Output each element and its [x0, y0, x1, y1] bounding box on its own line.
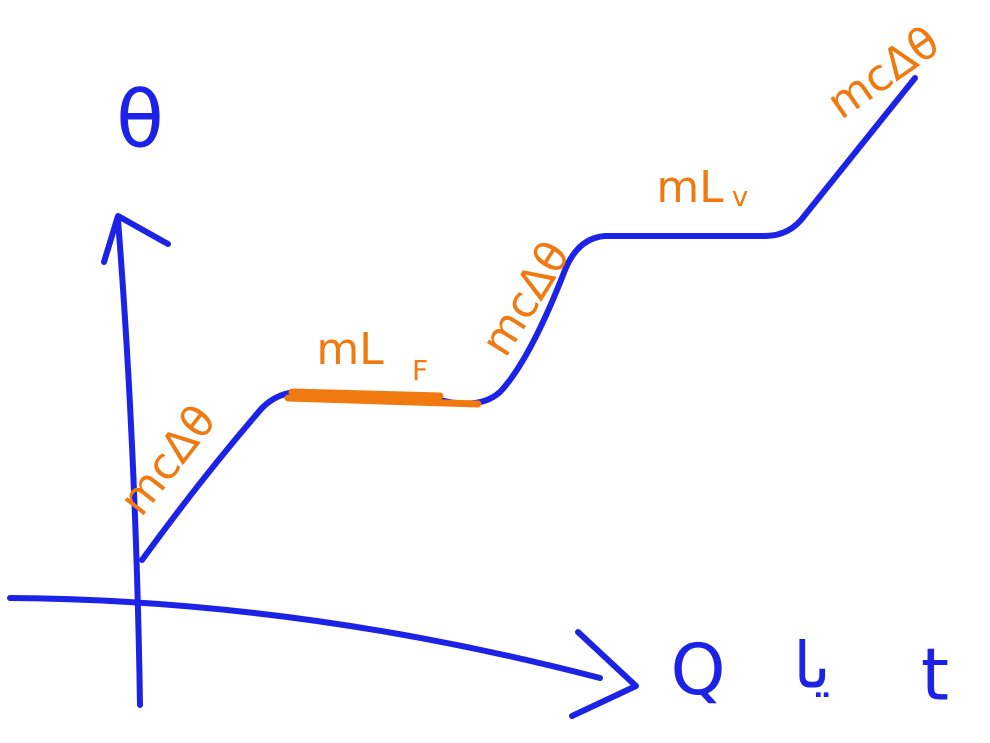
y-axis — [115, 217, 143, 708]
y-axis-arrow — [101, 213, 171, 265]
y-axis-label: θ — [116, 75, 164, 165]
x-axis-label: t — [921, 633, 949, 717]
x-axis-arrow — [569, 629, 639, 719]
segment-subscript: F — [412, 354, 428, 387]
segment-label: mcΔθ — [110, 396, 227, 525]
segment-label: mcΔθ — [471, 233, 580, 365]
heating-curve — [139, 75, 918, 563]
x-axis-label: یا — [793, 630, 830, 704]
x-axis-label: Q — [670, 629, 725, 711]
segment-label: mL — [316, 324, 384, 375]
segment-subscript: v — [732, 180, 749, 213]
segment-label: mL — [656, 162, 724, 213]
x-axis — [7, 595, 603, 681]
melting-highlight — [284, 388, 482, 408]
